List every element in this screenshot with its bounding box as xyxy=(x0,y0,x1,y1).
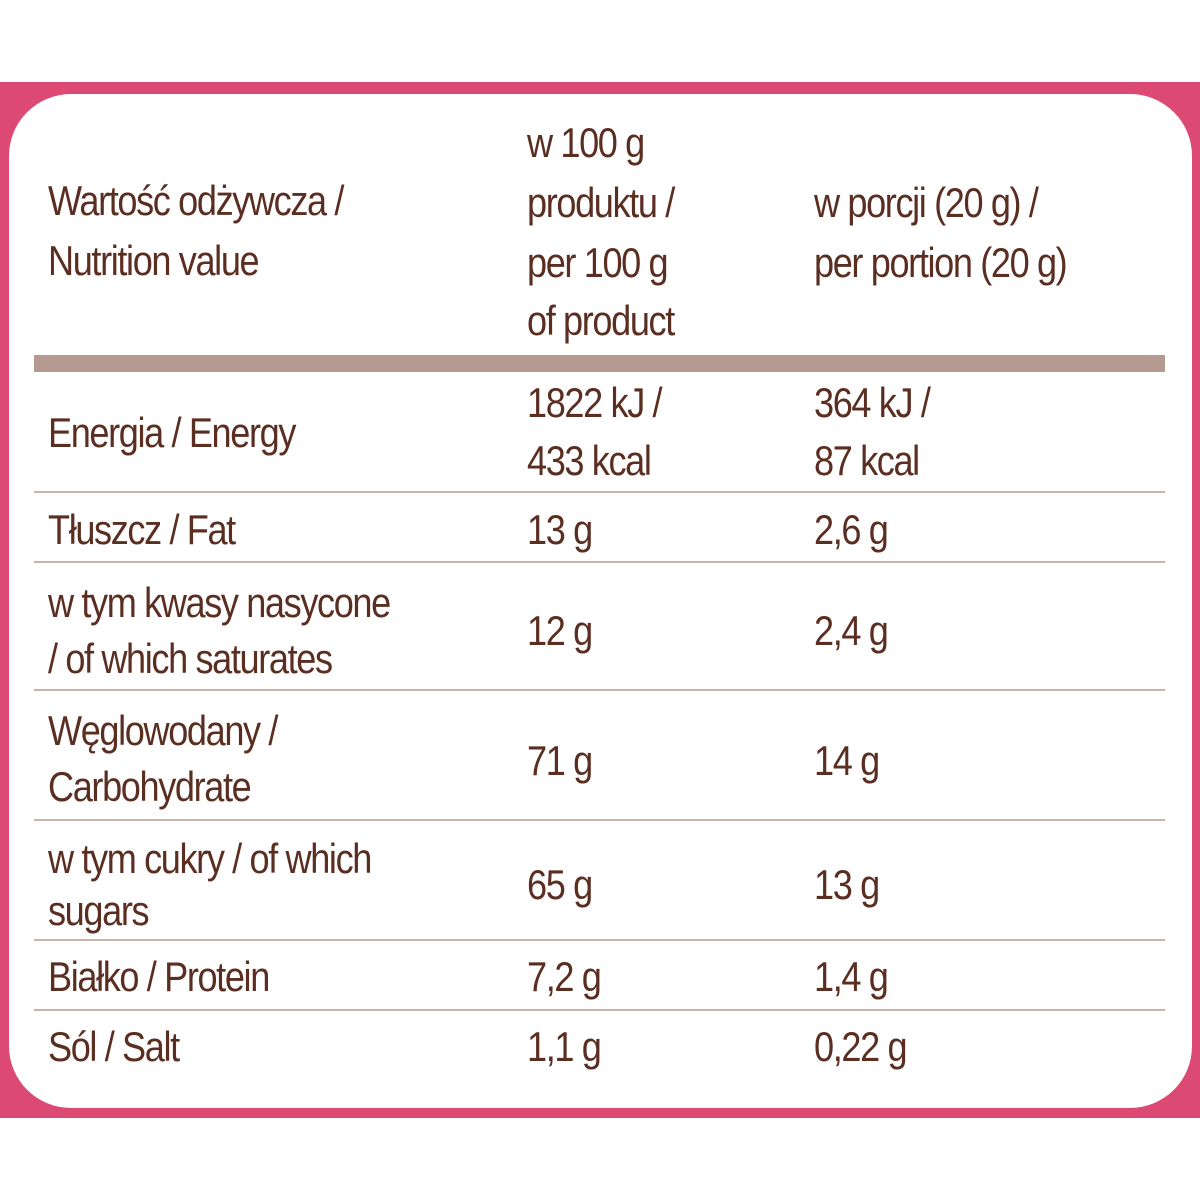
row-portion: 2,6 g xyxy=(814,506,889,553)
row-per100: 65 g xyxy=(527,861,593,908)
header-per100-line1: w 100 g xyxy=(527,119,645,166)
row-portion: 14 g xyxy=(814,737,880,784)
row-divider xyxy=(34,819,1165,821)
row-portion: 13 g xyxy=(814,861,880,908)
row-label: Energia / Energy xyxy=(48,409,296,456)
row-divider xyxy=(34,1009,1165,1011)
header-per100-line3: per 100 g xyxy=(527,239,669,286)
row-label-line2: / of which saturates xyxy=(48,635,333,682)
row-portion: 2,4 g xyxy=(814,607,889,654)
row-per100: 12 g xyxy=(527,607,593,654)
row-per100: 13 g xyxy=(527,506,593,553)
row-label-line2: sugars xyxy=(48,887,150,934)
row-portion-kj: 364 kJ / xyxy=(814,379,931,426)
row-per100: 7,2 g xyxy=(527,953,602,1000)
row-portion: 1,4 g xyxy=(814,953,889,1000)
row-label-line1: w tym kwasy nasycone xyxy=(48,579,391,626)
row-portion: 0,22 g xyxy=(814,1023,908,1070)
row-divider xyxy=(34,491,1165,493)
row-per100: 71 g xyxy=(527,737,593,784)
row-per100-kcal: 433 kcal xyxy=(527,437,652,484)
header-per-portion-en: per portion (20 g) xyxy=(814,239,1068,286)
row-divider xyxy=(34,939,1165,941)
row-divider xyxy=(34,689,1165,691)
header-nutrition-value-pl: Wartość odżywcza / xyxy=(48,177,344,224)
row-label-line2: Carbohydrate xyxy=(48,763,252,810)
row-label-line1: Węglowodany / xyxy=(48,707,278,754)
header-per100-line2: produktu / xyxy=(527,179,675,226)
row-per100-kj: 1822 kJ / xyxy=(527,379,663,426)
row-portion-kcal: 87 kcal xyxy=(814,437,920,484)
row-per100: 1,1 g xyxy=(527,1023,602,1070)
header-nutrition-value-en: Nutrition value xyxy=(48,237,260,284)
row-divider xyxy=(34,561,1165,563)
row-label: Sól / Salt xyxy=(48,1023,180,1070)
row-label: Tłuszcz / Fat xyxy=(48,506,236,553)
header-per-portion-pl: w porcji (20 g) / xyxy=(814,179,1039,226)
row-label-line1: w tym cukry / of which xyxy=(48,835,372,882)
header-divider xyxy=(34,355,1165,372)
header-per100-line4: of product xyxy=(527,297,675,344)
row-label: Białko / Protein xyxy=(48,953,270,1000)
